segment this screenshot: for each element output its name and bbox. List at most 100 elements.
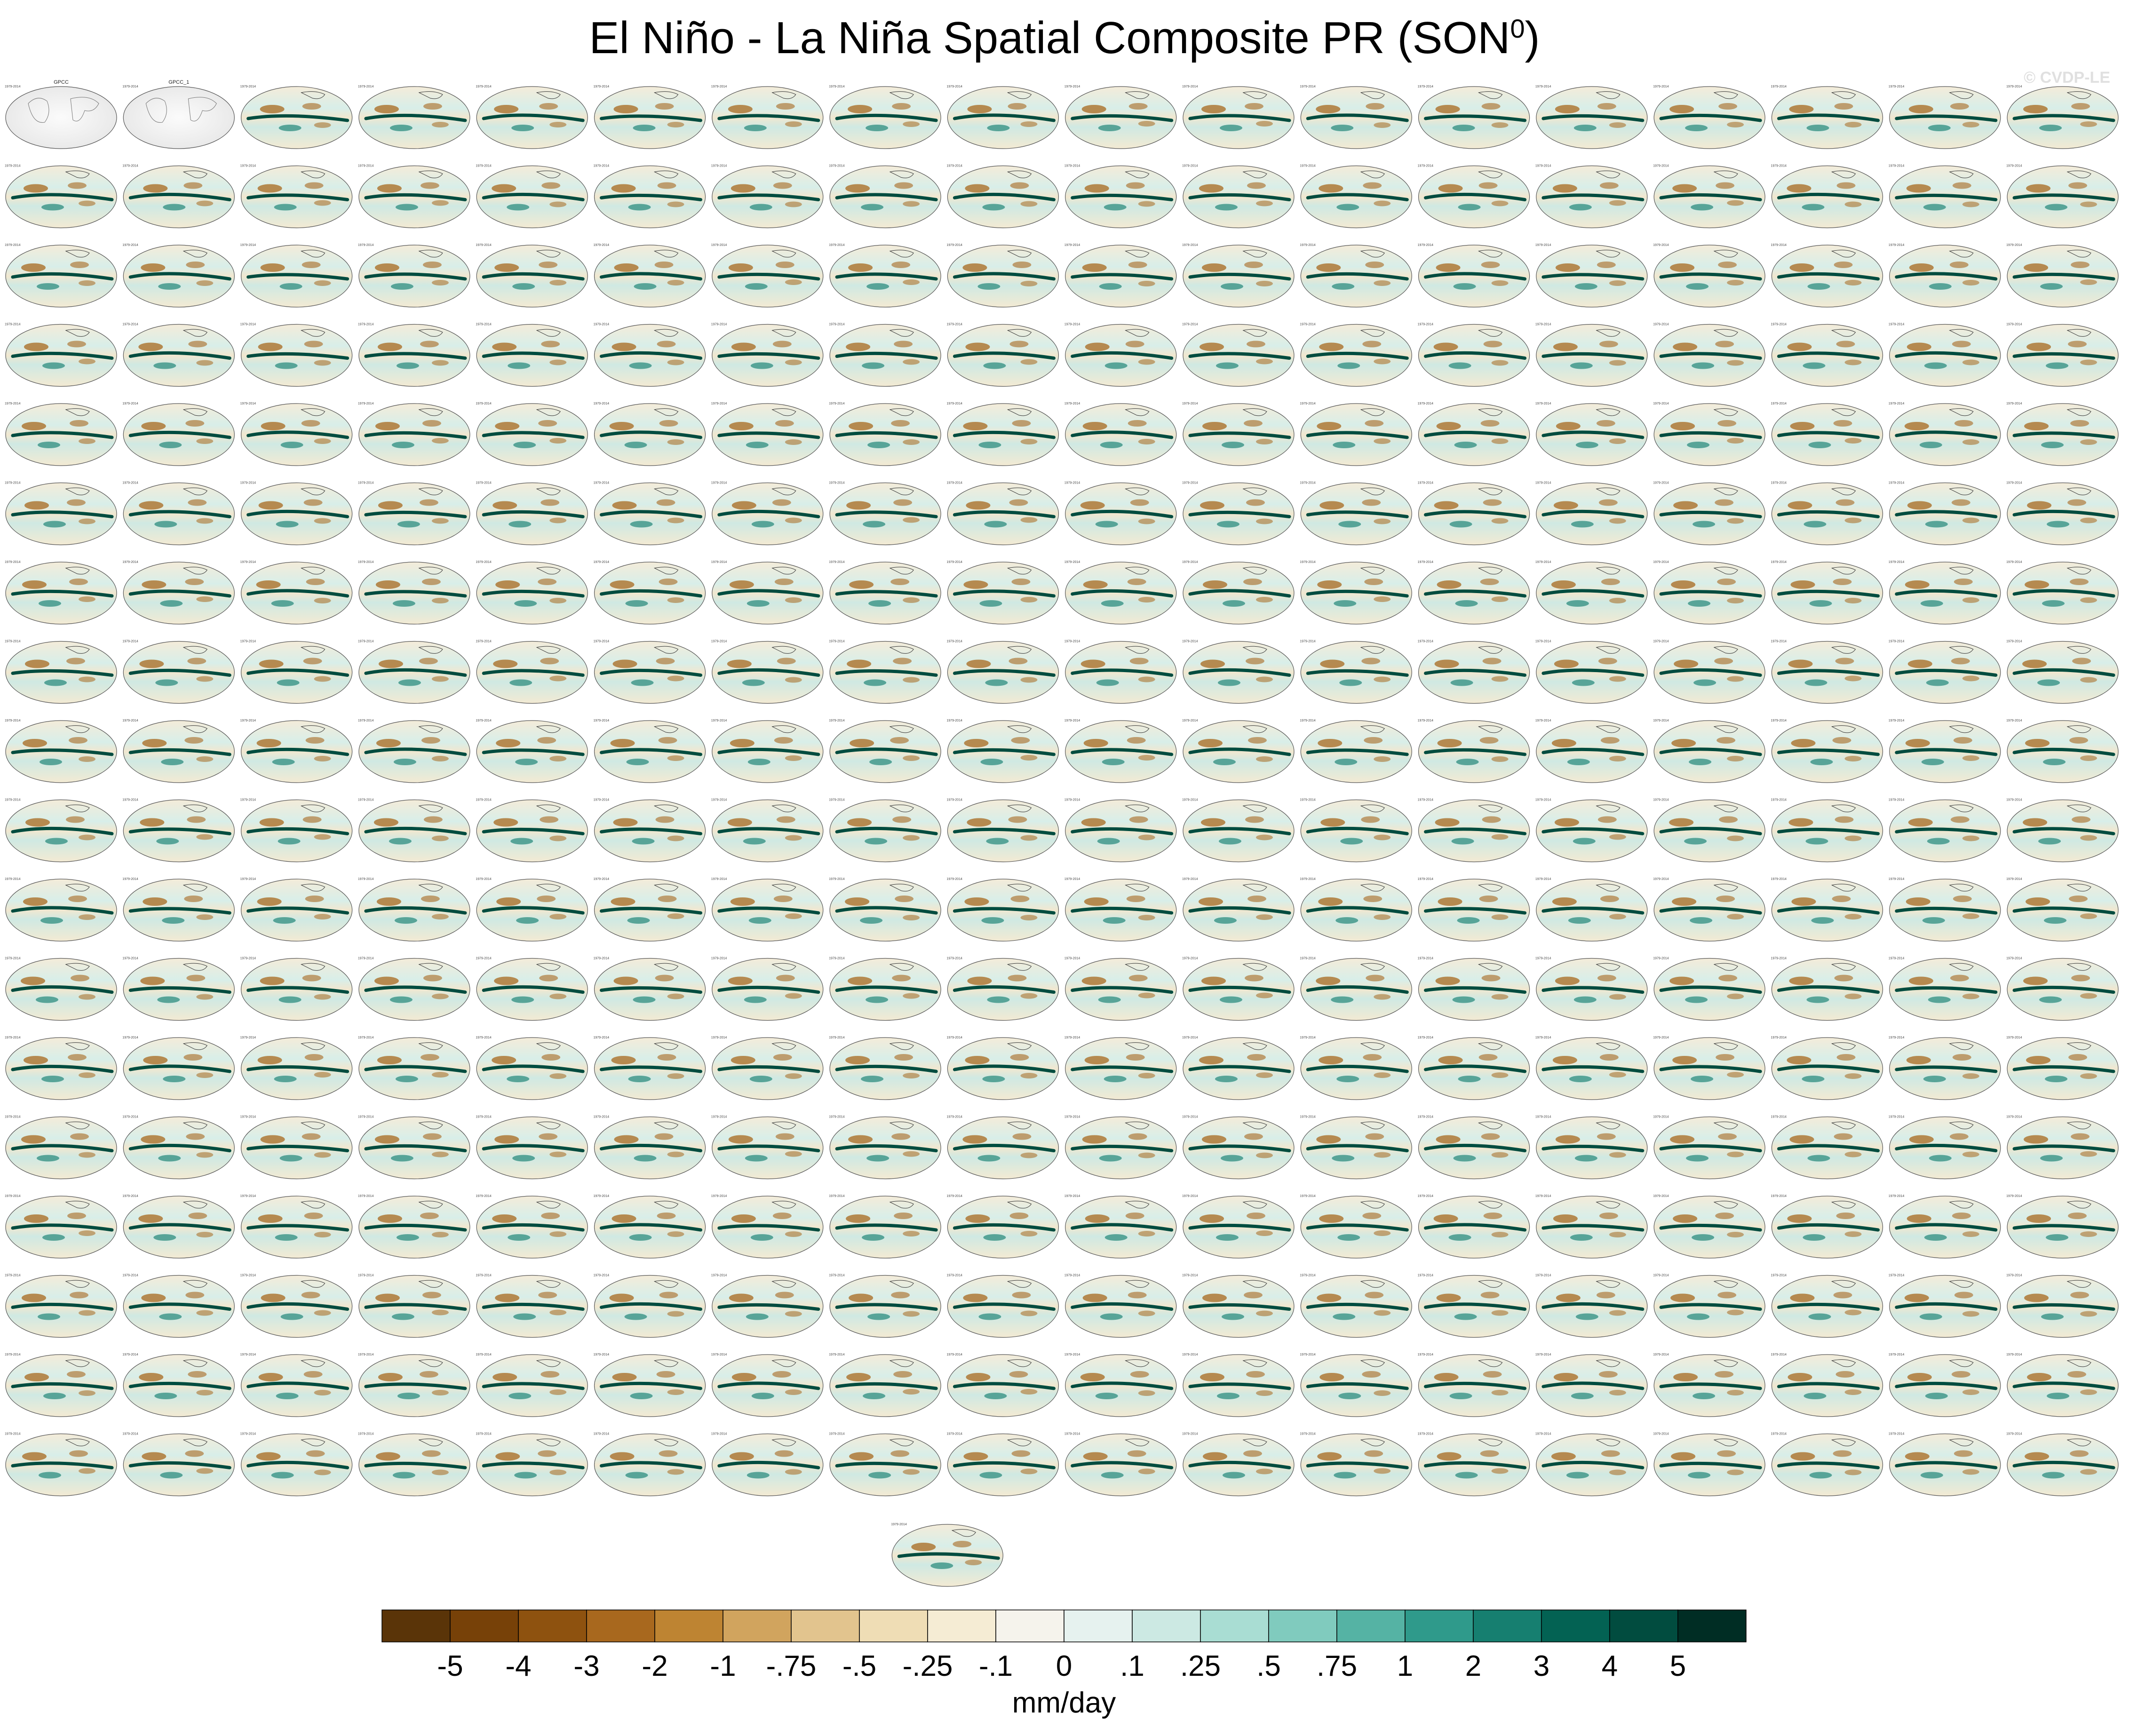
colorbar-box bbox=[1268, 1609, 1337, 1642]
dry-anomaly bbox=[1962, 280, 1979, 285]
equatorial-band bbox=[600, 193, 702, 201]
panel-period-label: 1979-2014 bbox=[1064, 165, 1080, 168]
dry-anomaly bbox=[549, 438, 567, 444]
equatorial-band bbox=[1659, 113, 1762, 122]
wet-anomaly bbox=[395, 204, 418, 211]
panel-period-label: 1979-2014 bbox=[1182, 323, 1198, 326]
continent-outline bbox=[889, 408, 914, 416]
dry-anomaly bbox=[538, 420, 557, 427]
wet-anomaly bbox=[1216, 362, 1239, 369]
dry-anomaly bbox=[79, 358, 95, 365]
dry-anomaly bbox=[1555, 105, 1580, 113]
dry-anomaly bbox=[138, 342, 163, 351]
dry-anomaly bbox=[1365, 262, 1384, 268]
panel-period-label: 1979-2014 bbox=[240, 85, 256, 88]
equatorial-band bbox=[1071, 351, 1174, 360]
map-globe bbox=[5, 245, 117, 308]
dry-anomaly bbox=[785, 439, 802, 445]
dry-anomaly bbox=[1316, 105, 1341, 113]
dry-anomaly bbox=[492, 184, 516, 193]
dry-anomaly bbox=[1125, 341, 1144, 348]
wet-anomaly bbox=[1924, 362, 1947, 369]
dry-anomaly bbox=[79, 280, 95, 286]
map-globe bbox=[1771, 245, 1883, 308]
dry-anomaly bbox=[196, 280, 214, 286]
dry-anomaly bbox=[657, 341, 676, 348]
equatorial-band bbox=[1306, 351, 1409, 360]
wet-anomaly bbox=[1929, 283, 1952, 290]
dry-anomaly bbox=[613, 105, 638, 113]
dry-anomaly bbox=[188, 341, 207, 348]
dry-anomaly bbox=[2070, 420, 2089, 427]
wet-anomaly bbox=[154, 521, 177, 528]
colorbar-tick-label: 1 bbox=[1397, 1650, 1413, 1682]
continent-outline bbox=[1713, 329, 1738, 337]
wet-anomaly bbox=[391, 442, 414, 448]
dry-anomaly bbox=[667, 359, 684, 365]
equatorial-band bbox=[1895, 193, 1998, 201]
dry-anomaly bbox=[1844, 122, 1862, 127]
model-map-panel: 1979-2014 bbox=[594, 244, 706, 308]
equatorial-band bbox=[717, 193, 820, 201]
map-globe bbox=[1771, 86, 1883, 149]
dry-anomaly bbox=[1718, 103, 1738, 110]
dry-anomaly bbox=[1374, 438, 1391, 444]
model-map-panel: 1979-2014 bbox=[2006, 323, 2119, 387]
equatorial-band bbox=[1541, 114, 1644, 122]
panel-period-label: 1979-2014 bbox=[711, 402, 727, 405]
map-globe bbox=[829, 86, 941, 149]
dry-anomaly bbox=[1907, 342, 1931, 351]
model-map-panel: 1979-2014 bbox=[1771, 402, 1883, 466]
dry-anomaly bbox=[892, 103, 911, 110]
dry-anomaly bbox=[2080, 279, 2097, 285]
dry-anomaly bbox=[260, 105, 285, 113]
wet-anomaly bbox=[1808, 442, 1831, 448]
dry-anomaly bbox=[2024, 263, 2049, 272]
wet-anomaly bbox=[513, 442, 536, 448]
dry-anomaly bbox=[1954, 420, 1973, 427]
dry-anomaly bbox=[1727, 360, 1744, 366]
continent-outline bbox=[301, 329, 326, 337]
dry-anomaly bbox=[1556, 422, 1581, 430]
panel-period-label: 1979-2014 bbox=[1771, 85, 1787, 88]
dry-anomaly bbox=[1597, 262, 1616, 268]
continent-outline bbox=[1478, 170, 1503, 178]
dry-anomaly bbox=[1962, 201, 1979, 207]
model-map-panel: 1979-2014 bbox=[1889, 323, 2001, 387]
dry-anomaly bbox=[1247, 182, 1266, 189]
dry-anomaly bbox=[612, 342, 636, 351]
wet-anomaly bbox=[982, 204, 1005, 211]
continent-outline bbox=[1949, 408, 1974, 416]
equatorial-band bbox=[953, 351, 1056, 360]
dry-anomaly bbox=[1256, 439, 1273, 444]
colorbar-box bbox=[995, 1609, 1064, 1642]
dry-anomaly bbox=[1844, 280, 1862, 285]
dry-anomaly bbox=[541, 341, 560, 348]
dry-anomaly bbox=[728, 263, 753, 272]
map-globe bbox=[123, 86, 235, 149]
panel-period-label: 1979-2014 bbox=[5, 402, 21, 405]
dry-anomaly bbox=[1256, 358, 1273, 365]
dry-anomaly bbox=[1609, 438, 1626, 444]
panel-period-label: 1979-2014 bbox=[240, 402, 256, 405]
continent-outline bbox=[1831, 408, 1856, 416]
continent-outline bbox=[65, 408, 90, 416]
dry-anomaly bbox=[1128, 262, 1147, 268]
dry-anomaly bbox=[667, 122, 684, 127]
colorbar-tick-label: -.1 bbox=[979, 1650, 1013, 1682]
dry-anomaly bbox=[1481, 262, 1500, 268]
model-map-panel: 1979-2014 bbox=[829, 165, 941, 229]
equatorial-band bbox=[364, 272, 467, 281]
dry-anomaly bbox=[1012, 420, 1031, 427]
dry-anomaly bbox=[1906, 184, 1931, 193]
colorbar-box bbox=[1200, 1609, 1269, 1642]
dry-anomaly bbox=[903, 201, 920, 207]
dry-anomaly bbox=[540, 499, 560, 506]
wet-anomaly bbox=[1685, 125, 1708, 131]
dry-anomaly bbox=[1010, 182, 1029, 189]
model-map-panel: 1979-2014 bbox=[829, 244, 941, 308]
chart-title: El Niño - La Niña Spatial Composite PR (… bbox=[0, 13, 2129, 63]
dry-anomaly bbox=[196, 360, 214, 366]
equatorial-band bbox=[1188, 272, 1291, 281]
map-globe bbox=[829, 324, 941, 387]
